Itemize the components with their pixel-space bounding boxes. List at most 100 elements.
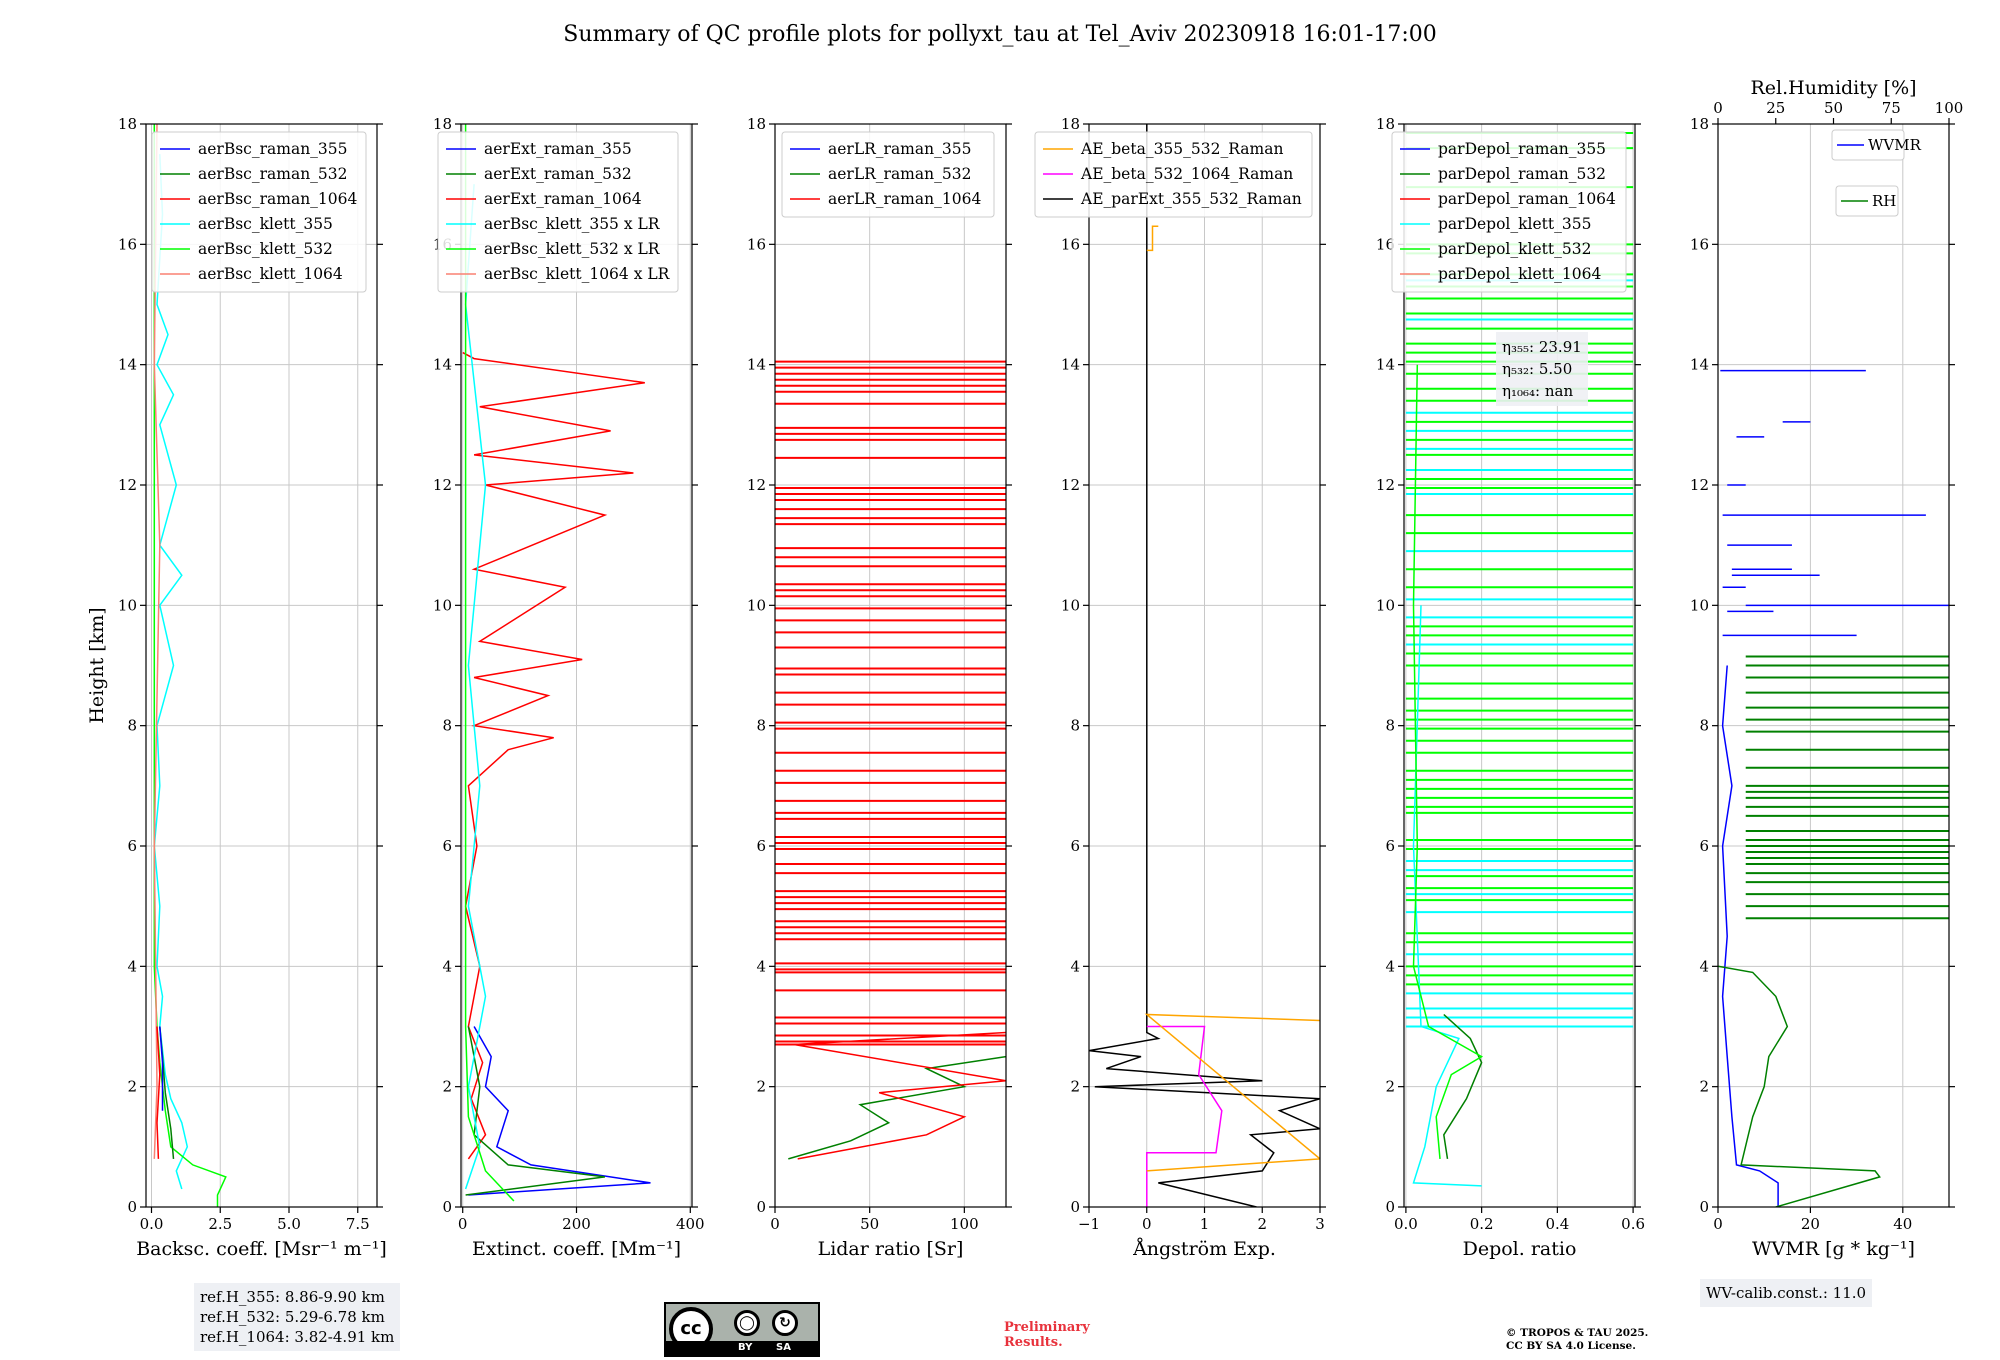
legend-label: aerBsc_klett_532 x LR xyxy=(484,240,661,258)
plot-area xyxy=(462,124,651,1202)
y-tick-label: 2 xyxy=(1699,1078,1709,1096)
x-tick-label: −1 xyxy=(1078,1215,1100,1233)
series-rh xyxy=(1718,965,1881,1207)
y-tick-label: 14 xyxy=(433,356,452,374)
y-tick-label: 8 xyxy=(1070,717,1080,735)
y-tick-label: 4 xyxy=(1070,957,1080,975)
y-tick-label: 10 xyxy=(1061,596,1080,614)
series-aerlr-raman-532 xyxy=(788,1055,1006,1160)
axes-frame xyxy=(774,123,1007,1208)
legend-label: RH xyxy=(1872,192,1896,210)
x-tick-label: 0.0 xyxy=(140,1215,164,1233)
series-pardepol-raman-532 xyxy=(1443,1013,1483,1160)
x-tick-label: 5.0 xyxy=(277,1215,301,1233)
y-tick-label: 6 xyxy=(127,837,137,855)
y-tick-label: 6 xyxy=(442,837,452,855)
top-x-tick-label: 100 xyxy=(1935,99,1964,117)
wv-calib-const: WV-calib.const.: 11.0 xyxy=(1706,1284,1867,1302)
x-tick-label: 0 xyxy=(1142,1215,1152,1233)
series-ae-beta-355-532-raman-top xyxy=(1146,225,1159,252)
x-tick-label: 0 xyxy=(458,1215,468,1233)
plot-area xyxy=(1089,124,1320,1207)
series-pardepol-klett-355 xyxy=(1412,605,1482,1187)
legend-label: parDepol_raman_532 xyxy=(1438,165,1606,183)
y-tick-label: 12 xyxy=(1690,476,1709,494)
legend-label: aerLR_raman_355 xyxy=(828,140,971,158)
y-tick-label: 0 xyxy=(1699,1198,1709,1216)
y-axis-label: Height [km] xyxy=(86,607,108,723)
series-pardepol-klett-532 xyxy=(1412,364,1484,1159)
copyright-line-1: © TROPOS & TAU 2025. xyxy=(1506,1327,1649,1339)
prelim-line-1: Preliminary xyxy=(1004,1320,1090,1335)
legend-label: aerExt_raman_532 xyxy=(484,165,632,183)
x-tick-label: 7.5 xyxy=(346,1215,370,1233)
x-tick-label: 40 xyxy=(1893,1215,1912,1233)
series-aerbsc-klett-355-x-lr xyxy=(464,184,487,1190)
cc-sa-label: SA xyxy=(776,1342,791,1353)
x-tick-label: 0 xyxy=(1713,1215,1723,1233)
y-tick-label: 2 xyxy=(442,1078,452,1096)
eta-label: η₅₃₂: 5.50 xyxy=(1502,360,1572,378)
copyright-line-2: CC BY SA 4.0 License. xyxy=(1506,1340,1636,1352)
y-tick-label: 2 xyxy=(756,1078,766,1096)
legend-label: aerBsc_klett_355 x LR xyxy=(484,215,661,233)
legend-label: aerBsc_klett_1064 x LR xyxy=(484,265,671,283)
top-x-tick-label: 0 xyxy=(1713,99,1723,117)
series-aerext-raman-355 xyxy=(468,1026,651,1196)
x-tick-label: 50 xyxy=(860,1215,879,1233)
x-tick-label: 0.2 xyxy=(1470,1215,1494,1233)
y-tick-label: 10 xyxy=(118,596,137,614)
y-tick-label: 2 xyxy=(1385,1078,1395,1096)
panel-lr: 0 2 4 6 8 10 12 14 16 18 0 50 100 Lidar ratio [Sr] aer… xyxy=(747,115,1012,1260)
legend-box xyxy=(1831,129,1905,161)
eta-box xyxy=(1496,332,1588,406)
y-tick-label: 16 xyxy=(118,235,137,253)
series-aerbsc-raman-355 xyxy=(159,1026,164,1111)
y-tick-label: 0 xyxy=(1385,1198,1395,1216)
y-tick-label: 14 xyxy=(1061,356,1080,374)
series-aerext-raman-1064 xyxy=(462,351,645,1160)
panel-bsc: 0 2 4 6 8 10 12 14 16 18 0.0 2.5 5.0 7.5 Backsc. coeff… xyxy=(86,115,387,1260)
x-axis-label: Depol. ratio xyxy=(1463,1238,1577,1260)
axes-frame xyxy=(145,123,378,1208)
legend-label: parDepol_raman_1064 xyxy=(1438,190,1616,208)
y-tick-label: 16 xyxy=(1061,235,1080,253)
series-aerbsc-klett-355 xyxy=(153,154,189,1190)
y-tick-label: 18 xyxy=(118,115,137,133)
y-tick-label: 16 xyxy=(1376,235,1395,253)
panel-depol: 0 2 4 6 8 10 12 14 16 18 0.0 0.2 0.4 0.6 Depol. ratio p… xyxy=(1376,115,1645,1260)
top-x-axis-label: Rel.Humidity [%] xyxy=(1750,77,1916,99)
y-tick-label: 8 xyxy=(1385,717,1395,735)
ref-height-532: ref.H_532: 5.29-6.78 km xyxy=(200,1308,385,1326)
y-tick-label: 18 xyxy=(1061,115,1080,133)
y-tick-label: 0 xyxy=(1070,1198,1080,1216)
legend-label: AE_beta_355_532_Raman xyxy=(1080,140,1283,158)
y-tick-label: 6 xyxy=(1385,837,1395,855)
y-tick-label: 0 xyxy=(442,1198,452,1216)
y-tick-label: 2 xyxy=(127,1078,137,1096)
sa-share-icon: ↻ xyxy=(772,1310,798,1336)
y-tick-label: 12 xyxy=(118,476,137,494)
x-tick-label: 20 xyxy=(1801,1215,1820,1233)
x-tick-label: 100 xyxy=(950,1215,979,1233)
figure-title: Summary of QC profile plots for pollyxt_… xyxy=(563,22,1437,47)
legend-box xyxy=(151,131,367,293)
wv-calibration-box: WV-calib.const.: 11.0 xyxy=(1700,1279,1873,1307)
series-aerbsc-raman-1064 xyxy=(156,1026,161,1159)
y-tick-label: 8 xyxy=(127,717,137,735)
panel-ext: 0246810121416180200400Extinct. coeff. [M… xyxy=(433,115,705,1260)
y-tick-label: 4 xyxy=(127,957,137,975)
x-axis-label: WVMR [g * kg⁻¹] xyxy=(1752,1238,1915,1260)
eta-label: η₁₀₆₄: nan xyxy=(1502,382,1573,400)
x-tick-label: 2 xyxy=(1257,1215,1267,1233)
series-ae-beta-532-1064-raman xyxy=(1146,1025,1223,1207)
by-person-icon: ◯ xyxy=(734,1310,760,1336)
y-tick-label: 14 xyxy=(747,356,766,374)
eta-label: η₃₅₅: 23.91 xyxy=(1502,338,1582,356)
legend-label: aerLR_raman_532 xyxy=(828,165,971,183)
y-tick-label: 6 xyxy=(756,837,766,855)
y-tick-label: 14 xyxy=(118,356,137,374)
y-tick-label: 18 xyxy=(1376,115,1395,133)
